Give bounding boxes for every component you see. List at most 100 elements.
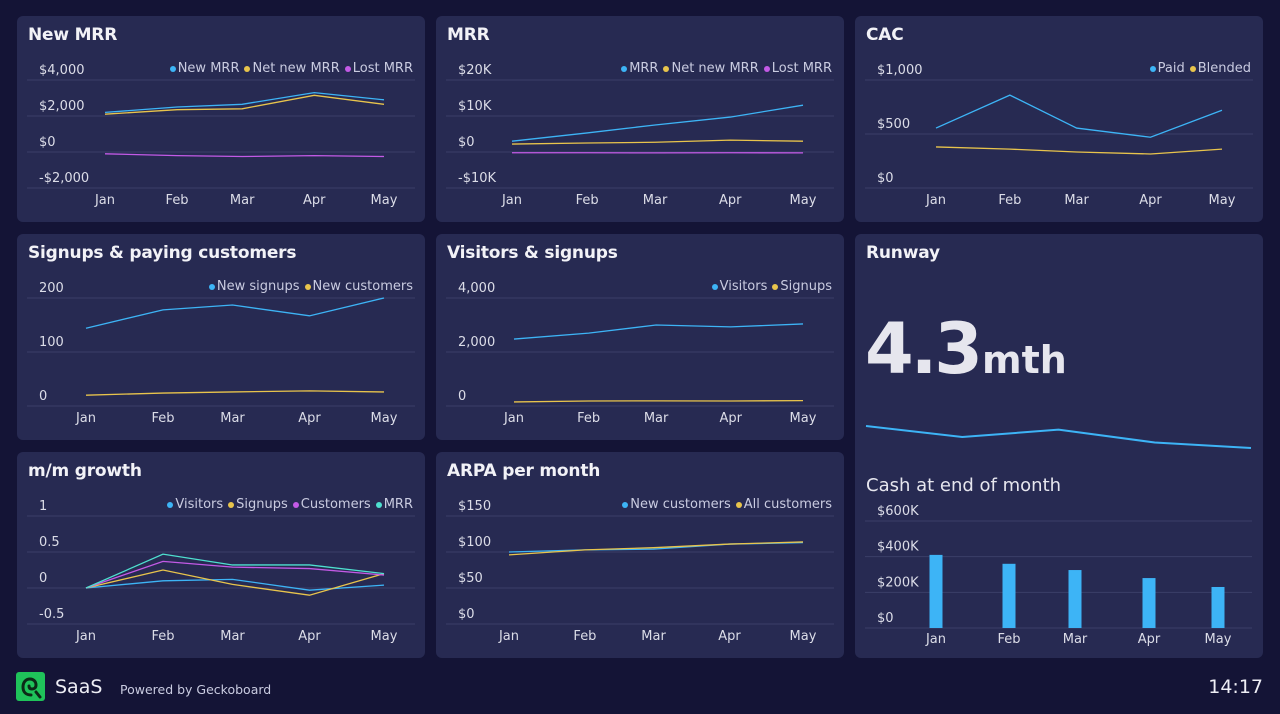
- y-tick-label: $600K: [877, 504, 919, 519]
- legend-dot-icon: [1189, 65, 1196, 72]
- arpa-per-month-widget[interactable]: ARPA per month $150 $100 $50 $0 Jan Feb Mar Apr M…: [436, 452, 844, 658]
- series-line-all-customers[interactable]: [508, 541, 804, 556]
- legend-item[interactable]: MRR: [375, 497, 413, 512]
- cash-bar-feb[interactable]: [1002, 563, 1016, 628]
- legend-label: Lost MRR: [771, 61, 832, 76]
- line-chart: 200 100 0 Jan Feb Mar Apr May: [27, 281, 415, 426]
- legend-item[interactable]: All customers: [735, 497, 832, 512]
- legend-label: New MRR: [177, 61, 240, 76]
- y-tick-label: -$10K: [458, 171, 497, 186]
- legend-item[interactable]: Net new MRR: [244, 61, 340, 76]
- legend-label: Paid: [1157, 61, 1185, 76]
- y-tick-label: 0: [39, 571, 47, 586]
- x-tick-label: Jan: [501, 193, 522, 208]
- m-m-growth-widget[interactable]: m/m growth 1 0.5 0 -0.5 Jan Feb Mar Apr May Visito…: [17, 452, 425, 658]
- series-line-visitors[interactable]: [513, 323, 804, 340]
- legend-label: Net new MRR: [252, 61, 340, 76]
- legend-label: Net new MRR: [671, 61, 759, 76]
- series-line-net-new-mrr[interactable]: [104, 94, 385, 115]
- x-tick-label: Jan: [75, 411, 96, 426]
- x-tick-label: Mar: [220, 411, 245, 426]
- legend-item[interactable]: New MRR: [169, 61, 240, 76]
- legend-dot-icon: [375, 501, 382, 508]
- cash-bar-jan[interactable]: [929, 554, 943, 628]
- legend-dot-icon: [735, 501, 742, 508]
- legend-item[interactable]: New customers: [304, 279, 413, 294]
- legend-item[interactable]: Paid: [1149, 61, 1185, 76]
- series-line-paid[interactable]: [935, 94, 1223, 138]
- legend-item[interactable]: Customers: [292, 497, 371, 512]
- y-tick-label: $0: [458, 135, 475, 150]
- legend-item[interactable]: New signups: [208, 279, 300, 294]
- legend-label: Visitors: [719, 279, 768, 294]
- legend-dot-icon: [763, 65, 770, 72]
- legend-item[interactable]: Lost MRR: [763, 61, 832, 76]
- legend-dot-icon: [208, 283, 215, 290]
- series-line-signups[interactable]: [85, 569, 385, 596]
- series-line-new-signups[interactable]: [85, 297, 385, 329]
- y-tick-label: 0: [458, 389, 466, 404]
- legend-item[interactable]: MRR: [621, 61, 658, 76]
- x-tick-label: May: [790, 193, 817, 208]
- y-tick-label: $1,000: [877, 63, 923, 78]
- x-tick-label: Mar: [644, 411, 669, 426]
- cash-bar-apr[interactable]: [1142, 578, 1156, 628]
- legend-item[interactable]: Visitors: [167, 497, 223, 512]
- series-line-new-mrr[interactable]: [104, 91, 385, 114]
- legend-item[interactable]: Net new MRR: [663, 61, 759, 76]
- y-tick-label: $20K: [458, 63, 492, 78]
- series-line-net-new-mrr[interactable]: [511, 139, 804, 145]
- mrr-widget[interactable]: MRR $20K $10K $0 -$10K Jan Feb Mar Apr May MRR Net …: [436, 16, 844, 222]
- x-tick-label: May: [371, 411, 398, 426]
- x-tick-label: Mar: [1064, 193, 1089, 208]
- new-mrr-widget[interactable]: New MRR $4,000 $2,000 $0 -$2,000 Jan Feb Mar Apr…: [17, 16, 425, 222]
- series-line-signups[interactable]: [513, 399, 804, 403]
- runway-value: 4.3 mth: [865, 308, 1067, 390]
- series-line-mrr[interactable]: [85, 553, 385, 589]
- series-line-mrr[interactable]: [511, 104, 804, 142]
- x-tick-label: Jan: [503, 411, 524, 426]
- x-tick-label: Feb: [998, 193, 1021, 208]
- x-tick-label: Feb: [151, 411, 174, 426]
- legend-item[interactable]: Signups: [228, 497, 288, 512]
- line-chart: $4,000 $2,000 $0 -$2,000 Jan Feb Mar Apr May: [27, 63, 415, 208]
- legend-item[interactable]: Visitors: [711, 279, 768, 294]
- legend-item[interactable]: Signups: [772, 279, 832, 294]
- widget-title: MRR: [447, 25, 490, 45]
- series-line-new-customers[interactable]: [85, 390, 385, 396]
- legend-item[interactable]: Lost MRR: [344, 61, 413, 76]
- series-line-blended[interactable]: [935, 146, 1223, 155]
- series-line-lost-mrr[interactable]: [104, 153, 385, 158]
- x-tick-label: Jan: [498, 629, 519, 644]
- visitors-signups-widget[interactable]: Visitors & signups 4,000 2,000 0 Jan Feb Mar Ap…: [436, 234, 844, 440]
- legend: New MRR Net new MRR Lost MRR: [169, 61, 413, 76]
- y-tick-label: $0: [39, 135, 56, 150]
- x-tick-label: Feb: [151, 629, 174, 644]
- x-tick-label: Apr: [1138, 632, 1161, 647]
- signups-paying-customers-widget[interactable]: Signups & paying customers 200 100 0 Jan Feb M…: [17, 234, 425, 440]
- cac-widget[interactable]: CAC $1,000 $500 $0 Jan Feb Mar Apr May Paid Blende…: [855, 16, 1263, 222]
- series-line-customers[interactable]: [85, 560, 385, 589]
- x-tick-label: Mar: [641, 629, 666, 644]
- legend-label: Lost MRR: [352, 61, 413, 76]
- y-tick-label: $500: [877, 117, 910, 132]
- y-tick-label: $400K: [877, 540, 919, 555]
- runway-widget[interactable]: Runway 4.3 mth $600K $400K $200K $0 Jan Feb Ma…: [855, 234, 1263, 658]
- legend: MRR Net new MRR Lost MRR: [621, 61, 832, 76]
- legend-dot-icon: [228, 501, 235, 508]
- x-tick-label: Apr: [720, 411, 743, 426]
- cash-bar-may[interactable]: [1211, 586, 1225, 628]
- footer: SaaS Powered by Geckoboard 14:17: [0, 660, 1280, 714]
- legend: Paid Blended: [1149, 61, 1251, 76]
- x-tick-label: Mar: [1063, 632, 1088, 647]
- legend: Visitors Signups Customers MRR: [167, 497, 413, 512]
- legend-item[interactable]: New customers: [622, 497, 731, 512]
- runway-charts: $600K $400K $200K $0 Jan Feb Mar Apr May: [865, 425, 1252, 647]
- x-tick-label: May: [371, 629, 398, 644]
- cash-bar-mar[interactable]: [1068, 570, 1082, 628]
- legend-dot-icon: [304, 283, 311, 290]
- powered-by[interactable]: Powered by Geckoboard: [120, 682, 272, 697]
- legend: New customers All customers: [622, 497, 832, 512]
- legend-item[interactable]: Blended: [1189, 61, 1251, 76]
- geckoboard-logo-icon: [16, 672, 45, 701]
